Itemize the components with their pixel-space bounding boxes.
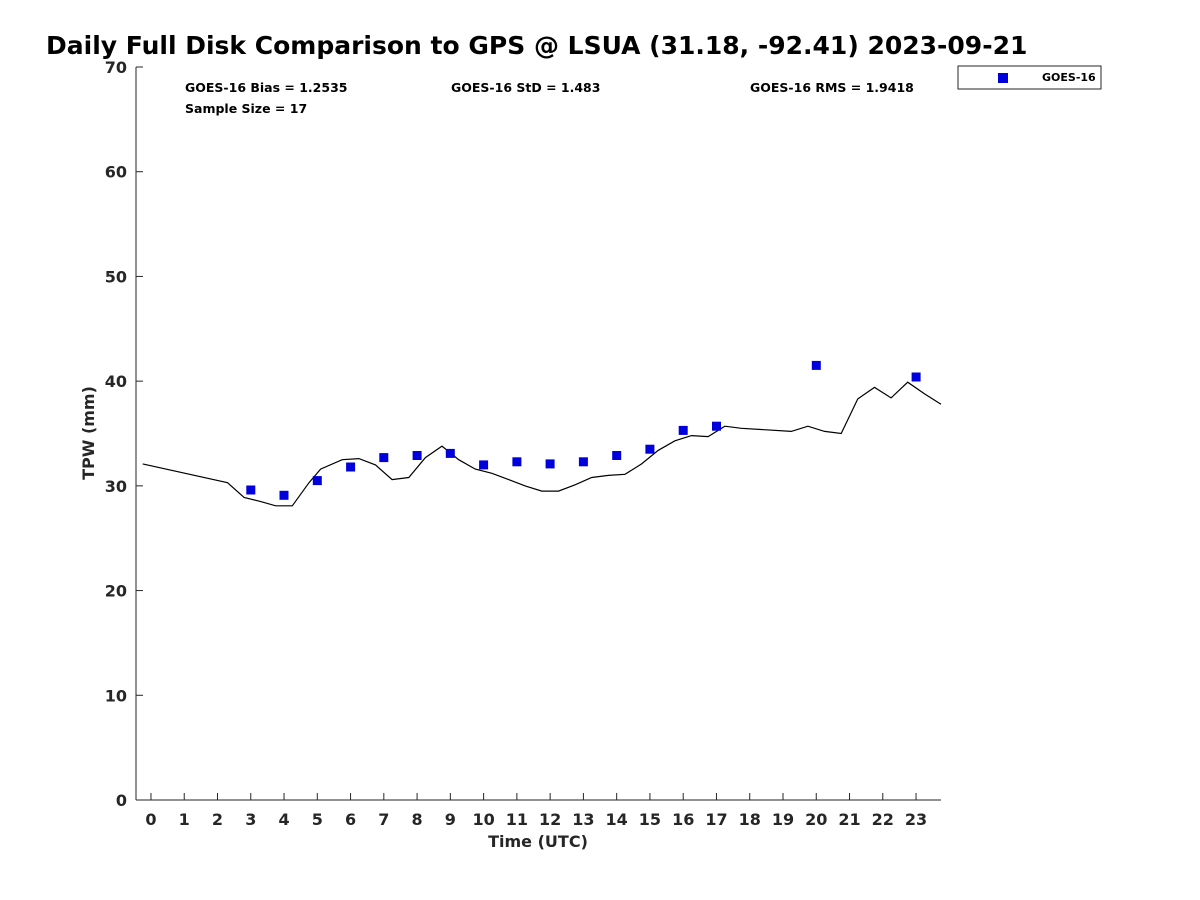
sample-size-stat: Sample Size = 17 [185, 101, 307, 116]
legend-box [957, 65, 1102, 90]
y-tick-label: 30 [105, 477, 127, 496]
goes16-data-point [712, 421, 721, 431]
x-tick-label: 15 [639, 810, 661, 829]
std-stat: GOES-16 StD = 1.483 [451, 80, 600, 95]
x-tick-label: 21 [838, 810, 860, 829]
goes16-data-point [645, 444, 655, 454]
y-axis-label: TPW (mm) [79, 386, 98, 480]
goes16-data-point [412, 451, 422, 460]
gps-line-series [142, 381, 942, 507]
goes16-scatter-series [246, 360, 921, 500]
goes16-data-point [346, 462, 356, 472]
x-tick-label: 11 [506, 810, 528, 829]
x-tick-label: 22 [872, 810, 894, 829]
x-tick-label: 6 [345, 810, 356, 829]
goes16-data-point [479, 460, 489, 470]
chart-title: Daily Full Disk Comparison to GPS @ LSUA… [46, 31, 1027, 60]
y-ticks: 0 10 20 30 40 50 60 70 [105, 58, 143, 810]
x-tick-label: 5 [312, 810, 323, 829]
x-tick-label: 12 [539, 810, 561, 829]
goes16-data-point [612, 451, 622, 460]
x-tick-label: 10 [472, 810, 494, 829]
goes16-data-point [312, 476, 322, 486]
rms-stat: GOES-16 RMS = 1.9418 [750, 80, 914, 95]
goes16-data-point [246, 485, 256, 495]
x-tick-label: 7 [378, 810, 389, 829]
goes16-data-point [445, 448, 455, 458]
bias-stat: GOES-16 Bias = 1.2535 [185, 80, 347, 95]
x-tick-label: 1 [179, 810, 190, 829]
y-tick-label: 20 [105, 582, 127, 601]
legend-marker-goes16 [998, 73, 1008, 83]
x-axis-label: Time (UTC) [488, 832, 588, 851]
goes16-data-point [379, 453, 389, 463]
gps-line [142, 381, 942, 507]
x-tick-label: 2 [212, 810, 223, 829]
x-tick-label: 8 [412, 810, 423, 829]
goes16-data-point [545, 459, 555, 469]
legend: GOES-16 [957, 65, 1102, 90]
x-tick-label: 4 [278, 810, 289, 829]
x-tick-label: 20 [805, 810, 827, 829]
x-tick-label: 13 [572, 810, 594, 829]
y-tick-label: 70 [105, 58, 127, 77]
x-tick-label: 18 [739, 810, 761, 829]
x-tick-label: 9 [445, 810, 456, 829]
x-tick-label: 23 [905, 810, 927, 829]
y-tick-label: 10 [105, 686, 127, 705]
y-tick-label: 40 [105, 372, 127, 391]
x-ticks: 0 1 2 3 4 5 6 7 8 9 10 11 12 13 14 15 16 17 18 19 20 21 22 23 [145, 793, 927, 829]
goes16-data-point [578, 457, 588, 467]
goes16-data-point [512, 457, 522, 467]
y-tick-label: 0 [116, 791, 127, 810]
legend-label-goes16: GOES-16 [1042, 71, 1096, 84]
axes [135, 67, 941, 801]
goes16-data-point [911, 372, 921, 382]
goes16-data-point [811, 360, 821, 370]
goes16-data-point [279, 490, 289, 500]
x-tick-label: 14 [606, 810, 628, 829]
x-tick-label: 3 [245, 810, 256, 829]
y-tick-label: 60 [105, 163, 127, 182]
x-tick-label: 16 [672, 810, 694, 829]
goes16-data-point [678, 425, 688, 435]
y-tick-label: 50 [105, 267, 127, 286]
x-tick-label: 19 [772, 810, 794, 829]
x-tick-label: 0 [145, 810, 156, 829]
x-tick-label: 17 [705, 810, 727, 829]
